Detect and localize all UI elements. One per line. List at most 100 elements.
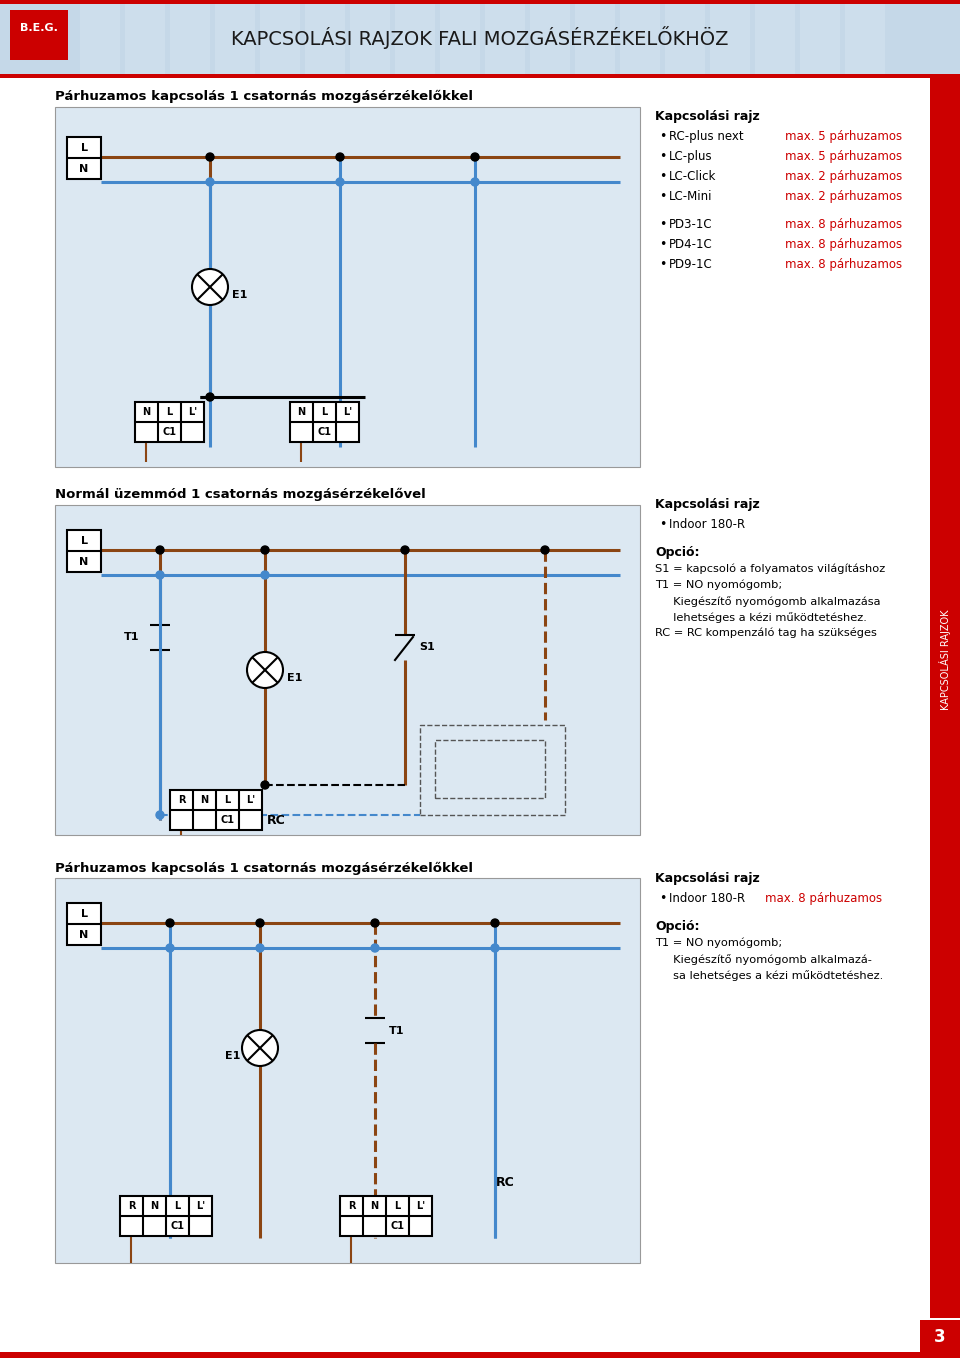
Text: PD9-1C: PD9-1C bbox=[669, 258, 712, 272]
Text: •: • bbox=[659, 130, 666, 143]
Text: •: • bbox=[659, 170, 666, 183]
Circle shape bbox=[156, 570, 164, 579]
Circle shape bbox=[192, 269, 228, 306]
Text: L: L bbox=[175, 1200, 180, 1211]
Circle shape bbox=[401, 546, 409, 554]
Text: L: L bbox=[81, 909, 87, 919]
Circle shape bbox=[166, 944, 174, 952]
Circle shape bbox=[336, 153, 344, 162]
Text: L': L' bbox=[246, 794, 255, 805]
Text: E1: E1 bbox=[287, 674, 302, 683]
FancyBboxPatch shape bbox=[930, 77, 960, 1319]
Text: PD3-1C: PD3-1C bbox=[669, 219, 712, 231]
Text: C1: C1 bbox=[171, 1221, 184, 1230]
Text: Opció:: Opció: bbox=[655, 919, 700, 933]
FancyBboxPatch shape bbox=[0, 1353, 960, 1358]
Text: E1: E1 bbox=[225, 1051, 240, 1061]
Text: Normál üzemmód 1 csatornás mozgásérzékelővel: Normál üzemmód 1 csatornás mozgásérzékel… bbox=[55, 488, 425, 501]
Text: N: N bbox=[298, 407, 305, 417]
Text: L': L' bbox=[416, 1200, 425, 1211]
Text: N: N bbox=[80, 164, 88, 174]
Circle shape bbox=[261, 570, 269, 579]
Text: max. 8 párhuzamos: max. 8 párhuzamos bbox=[785, 219, 902, 231]
FancyBboxPatch shape bbox=[170, 0, 210, 77]
FancyBboxPatch shape bbox=[845, 0, 885, 77]
Circle shape bbox=[491, 944, 499, 952]
FancyBboxPatch shape bbox=[755, 0, 795, 77]
Text: C1: C1 bbox=[162, 426, 177, 437]
Circle shape bbox=[256, 944, 264, 952]
Text: max. 5 párhuzamos: max. 5 párhuzamos bbox=[785, 149, 902, 163]
FancyBboxPatch shape bbox=[0, 0, 960, 4]
FancyBboxPatch shape bbox=[55, 505, 640, 835]
Text: RC: RC bbox=[495, 1176, 515, 1190]
FancyBboxPatch shape bbox=[530, 0, 570, 77]
Text: S1 = kapcsoló a folyamatos világításhoz: S1 = kapcsoló a folyamatos világításhoz bbox=[655, 564, 885, 574]
Text: •: • bbox=[659, 190, 666, 202]
Text: E1: E1 bbox=[232, 291, 248, 300]
FancyBboxPatch shape bbox=[340, 1196, 432, 1236]
Circle shape bbox=[261, 546, 269, 554]
Text: RC = RC kompenzáló tag ha szükséges: RC = RC kompenzáló tag ha szükséges bbox=[655, 627, 876, 638]
Text: L': L' bbox=[343, 407, 352, 417]
FancyBboxPatch shape bbox=[80, 0, 120, 77]
FancyBboxPatch shape bbox=[55, 879, 640, 1263]
Text: PD4-1C: PD4-1C bbox=[669, 238, 712, 251]
Text: C1: C1 bbox=[391, 1221, 404, 1230]
FancyBboxPatch shape bbox=[395, 0, 435, 77]
Text: L: L bbox=[395, 1200, 400, 1211]
Text: R: R bbox=[128, 1200, 135, 1211]
Text: •: • bbox=[659, 258, 666, 272]
Text: •: • bbox=[659, 238, 666, 251]
FancyBboxPatch shape bbox=[620, 0, 660, 77]
FancyBboxPatch shape bbox=[350, 0, 390, 77]
FancyBboxPatch shape bbox=[55, 107, 640, 467]
Text: N: N bbox=[80, 557, 88, 568]
FancyBboxPatch shape bbox=[665, 0, 705, 77]
Circle shape bbox=[206, 392, 214, 401]
FancyBboxPatch shape bbox=[120, 1196, 212, 1236]
FancyBboxPatch shape bbox=[575, 0, 615, 77]
Text: Kapcsolási rajz: Kapcsolási rajz bbox=[655, 872, 759, 885]
Circle shape bbox=[247, 652, 283, 689]
Text: Opció:: Opció: bbox=[655, 546, 700, 559]
Text: T1: T1 bbox=[124, 633, 140, 642]
FancyBboxPatch shape bbox=[485, 0, 525, 77]
Text: lehetséges a kézi működtetéshez.: lehetséges a kézi működtetéshez. bbox=[655, 612, 867, 623]
Text: N: N bbox=[201, 794, 208, 805]
Text: •: • bbox=[659, 149, 666, 163]
Text: RC-plus next: RC-plus next bbox=[669, 130, 744, 143]
FancyBboxPatch shape bbox=[170, 790, 262, 830]
FancyBboxPatch shape bbox=[0, 0, 960, 77]
Circle shape bbox=[156, 811, 164, 819]
Text: L': L' bbox=[188, 407, 197, 417]
FancyBboxPatch shape bbox=[920, 1320, 960, 1358]
Circle shape bbox=[471, 178, 479, 186]
FancyBboxPatch shape bbox=[10, 10, 68, 60]
Text: •: • bbox=[659, 219, 666, 231]
Text: L: L bbox=[81, 143, 87, 153]
FancyBboxPatch shape bbox=[260, 0, 300, 77]
Text: Kapcsolási rajz: Kapcsolási rajz bbox=[655, 498, 759, 511]
FancyBboxPatch shape bbox=[0, 73, 960, 77]
Circle shape bbox=[541, 546, 549, 554]
FancyBboxPatch shape bbox=[710, 0, 750, 77]
Text: LC-Click: LC-Click bbox=[669, 170, 716, 183]
Text: max. 5 párhuzamos: max. 5 párhuzamos bbox=[785, 130, 902, 143]
Text: max. 8 párhuzamos: max. 8 párhuzamos bbox=[785, 258, 902, 272]
FancyBboxPatch shape bbox=[305, 0, 345, 77]
Text: N: N bbox=[80, 930, 88, 940]
Circle shape bbox=[206, 153, 214, 162]
Circle shape bbox=[371, 919, 379, 928]
Text: R: R bbox=[348, 1200, 355, 1211]
Text: sa lehetséges a kézi működtetéshez.: sa lehetséges a kézi működtetéshez. bbox=[655, 970, 883, 980]
FancyBboxPatch shape bbox=[67, 137, 101, 179]
Text: RC: RC bbox=[267, 813, 285, 827]
FancyBboxPatch shape bbox=[125, 0, 165, 77]
Text: C1: C1 bbox=[318, 426, 331, 437]
Text: C1: C1 bbox=[221, 815, 234, 826]
Text: max. 8 párhuzamos: max. 8 párhuzamos bbox=[765, 892, 882, 904]
Text: L': L' bbox=[196, 1200, 205, 1211]
Text: T1 = NO nyomógomb;: T1 = NO nyomógomb; bbox=[655, 938, 782, 948]
Text: Indoor 180-R: Indoor 180-R bbox=[669, 892, 745, 904]
